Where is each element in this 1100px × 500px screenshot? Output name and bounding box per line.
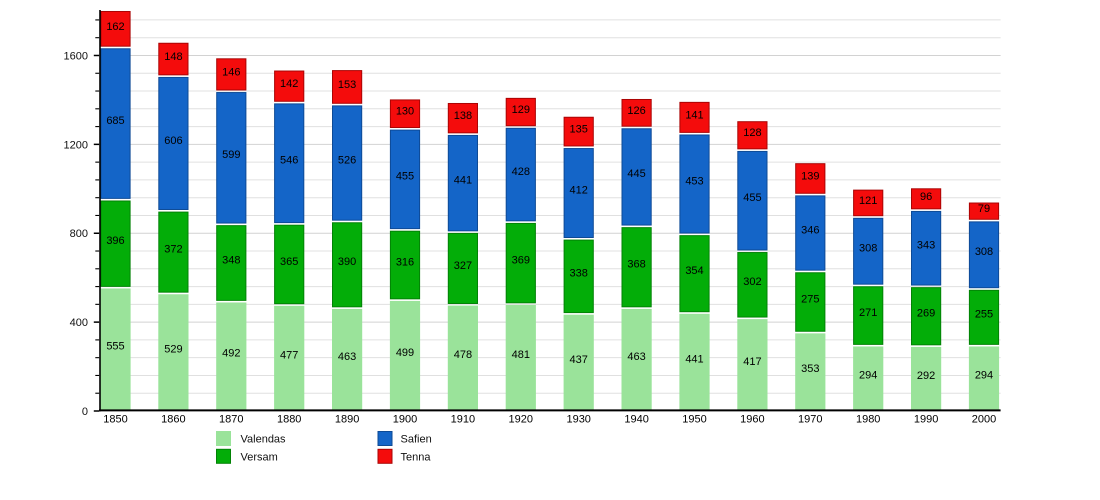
svg-text:365: 365	[280, 256, 298, 268]
svg-text:453: 453	[685, 175, 703, 187]
svg-text:529: 529	[164, 344, 182, 356]
svg-text:129: 129	[512, 104, 530, 116]
svg-text:1870: 1870	[219, 414, 243, 426]
svg-text:79: 79	[978, 203, 990, 215]
svg-text:437: 437	[570, 354, 588, 366]
svg-text:146: 146	[222, 66, 240, 78]
svg-text:1900: 1900	[393, 414, 417, 426]
svg-text:96: 96	[920, 191, 932, 203]
svg-text:455: 455	[743, 192, 761, 204]
svg-text:Valendas: Valendas	[241, 434, 287, 446]
svg-text:162: 162	[106, 21, 124, 33]
svg-text:1850: 1850	[103, 414, 127, 426]
svg-text:1890: 1890	[335, 414, 359, 426]
svg-text:142: 142	[280, 78, 298, 90]
svg-text:455: 455	[396, 171, 414, 183]
svg-text:1950: 1950	[682, 414, 706, 426]
svg-text:302: 302	[743, 276, 761, 288]
svg-text:Versam: Versam	[241, 451, 278, 463]
svg-text:1970: 1970	[798, 414, 822, 426]
svg-text:599: 599	[222, 149, 240, 161]
svg-text:255: 255	[975, 309, 993, 321]
svg-text:338: 338	[570, 268, 588, 280]
svg-text:0: 0	[82, 406, 88, 418]
svg-text:1960: 1960	[740, 414, 764, 426]
svg-text:390: 390	[338, 256, 356, 268]
svg-text:441: 441	[685, 353, 703, 365]
svg-text:294: 294	[975, 370, 993, 382]
svg-text:354: 354	[685, 265, 703, 277]
svg-text:492: 492	[222, 348, 240, 360]
svg-text:271: 271	[859, 307, 877, 319]
svg-text:428: 428	[512, 166, 530, 178]
svg-text:292: 292	[917, 370, 935, 382]
svg-text:1910: 1910	[451, 414, 475, 426]
svg-text:Safien: Safien	[401, 434, 432, 446]
svg-text:308: 308	[975, 246, 993, 258]
svg-text:128: 128	[743, 127, 761, 139]
svg-text:121: 121	[859, 195, 877, 207]
svg-text:499: 499	[396, 347, 414, 359]
svg-text:343: 343	[917, 240, 935, 252]
svg-text:353: 353	[801, 363, 819, 375]
svg-text:396: 396	[106, 235, 124, 247]
svg-text:441: 441	[454, 174, 472, 186]
svg-text:368: 368	[627, 259, 645, 271]
svg-text:546: 546	[280, 155, 298, 167]
svg-text:138: 138	[454, 110, 472, 122]
svg-text:1880: 1880	[277, 414, 301, 426]
svg-text:141: 141	[685, 109, 703, 121]
svg-text:275: 275	[801, 293, 819, 305]
svg-text:308: 308	[859, 243, 877, 255]
svg-text:139: 139	[801, 170, 819, 182]
svg-text:463: 463	[627, 351, 645, 363]
svg-text:316: 316	[396, 256, 414, 268]
svg-text:417: 417	[743, 356, 761, 368]
svg-text:1990: 1990	[914, 414, 938, 426]
svg-text:400: 400	[70, 317, 88, 329]
svg-text:369: 369	[512, 254, 530, 266]
svg-text:606: 606	[164, 135, 182, 147]
svg-text:1980: 1980	[856, 414, 880, 426]
svg-text:412: 412	[570, 184, 588, 196]
svg-text:1920: 1920	[509, 414, 533, 426]
svg-text:555: 555	[106, 341, 124, 353]
svg-text:1600: 1600	[64, 50, 88, 62]
svg-text:327: 327	[454, 260, 472, 272]
svg-text:346: 346	[801, 224, 819, 236]
svg-text:463: 463	[338, 351, 356, 363]
svg-text:153: 153	[338, 79, 356, 91]
svg-text:1930: 1930	[566, 414, 590, 426]
svg-text:481: 481	[512, 349, 530, 361]
svg-text:294: 294	[859, 370, 877, 382]
svg-text:130: 130	[396, 106, 414, 118]
svg-text:372: 372	[164, 243, 182, 255]
svg-text:126: 126	[627, 105, 645, 117]
svg-text:135: 135	[570, 124, 588, 136]
svg-text:800: 800	[70, 228, 88, 240]
svg-text:1860: 1860	[161, 414, 185, 426]
svg-text:445: 445	[627, 168, 645, 180]
svg-text:Tenna: Tenna	[401, 451, 432, 463]
svg-text:269: 269	[917, 308, 935, 320]
svg-text:478: 478	[454, 349, 472, 361]
svg-text:2000: 2000	[972, 414, 996, 426]
svg-text:685: 685	[106, 115, 124, 127]
svg-text:1200: 1200	[64, 139, 88, 151]
svg-text:148: 148	[164, 51, 182, 63]
svg-text:477: 477	[280, 349, 298, 361]
svg-text:1940: 1940	[624, 414, 648, 426]
svg-text:526: 526	[338, 154, 356, 166]
svg-text:348: 348	[222, 254, 240, 266]
